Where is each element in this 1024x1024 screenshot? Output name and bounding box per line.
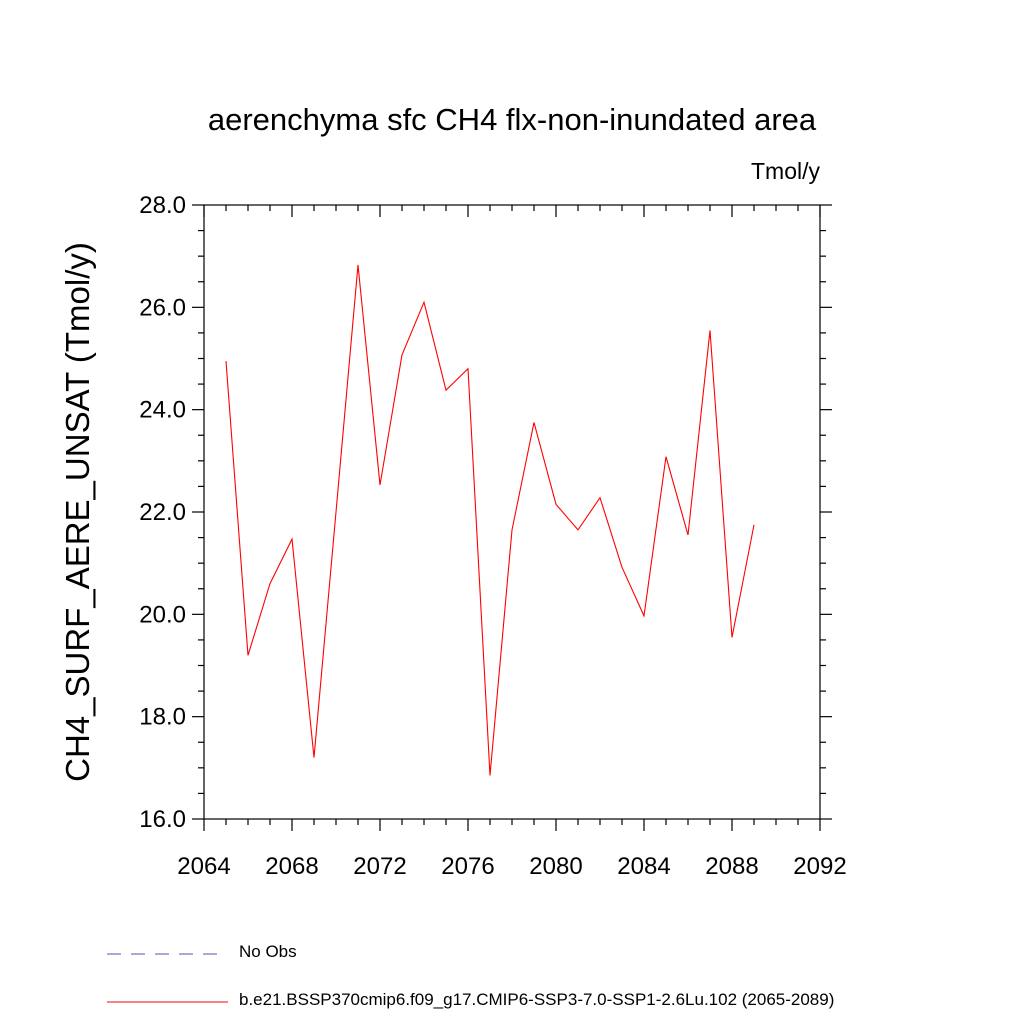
units-label: Tmol/y (751, 158, 820, 184)
x-tick-label: 2072 (353, 853, 406, 880)
y-tick-label: 26.0 (139, 294, 186, 321)
legend-label-series: b.e21.BSSP370cmip6.f09_g17.CMIP6-SSP3-7.… (239, 990, 835, 1009)
series-line (225, 264, 755, 776)
axis-ticks (192, 204, 832, 831)
y-tick-label: 16.0 (139, 806, 186, 833)
chart-title: aerenchyma sfc CH4 flx-non-inundated are… (207, 102, 817, 137)
x-tick-label: 2084 (617, 853, 670, 880)
x-tick-labels: 2064 2068 2072 2076 2080 2084 2088 2092 (177, 853, 846, 880)
y-tick-label: 28.0 (139, 192, 186, 219)
x-tick-label: 2080 (529, 853, 582, 880)
x-tick-label: 2088 (705, 853, 758, 880)
x-tick-label: 2076 (441, 853, 494, 880)
y-tick-label: 20.0 (139, 601, 186, 628)
y-axis-label: CH4_SURF_AERE_UNSAT (Tmol/y) (59, 242, 96, 782)
legend-lines (107, 953, 228, 1003)
series-lines (225, 264, 755, 776)
y-tick-label: 22.0 (139, 499, 186, 526)
y-tick-labels: 16.0 18.0 20.0 22.0 24.0 26.0 28.0 (139, 192, 186, 833)
plot-frame (203, 204, 821, 820)
x-tick-label: 2092 (793, 853, 846, 880)
legend-label-no-obs: No Obs (239, 942, 297, 961)
y-tick-label: 18.0 (139, 704, 186, 731)
y-tick-label: 24.0 (139, 397, 186, 424)
x-tick-label: 2068 (265, 853, 318, 880)
x-tick-label: 2064 (177, 853, 230, 880)
